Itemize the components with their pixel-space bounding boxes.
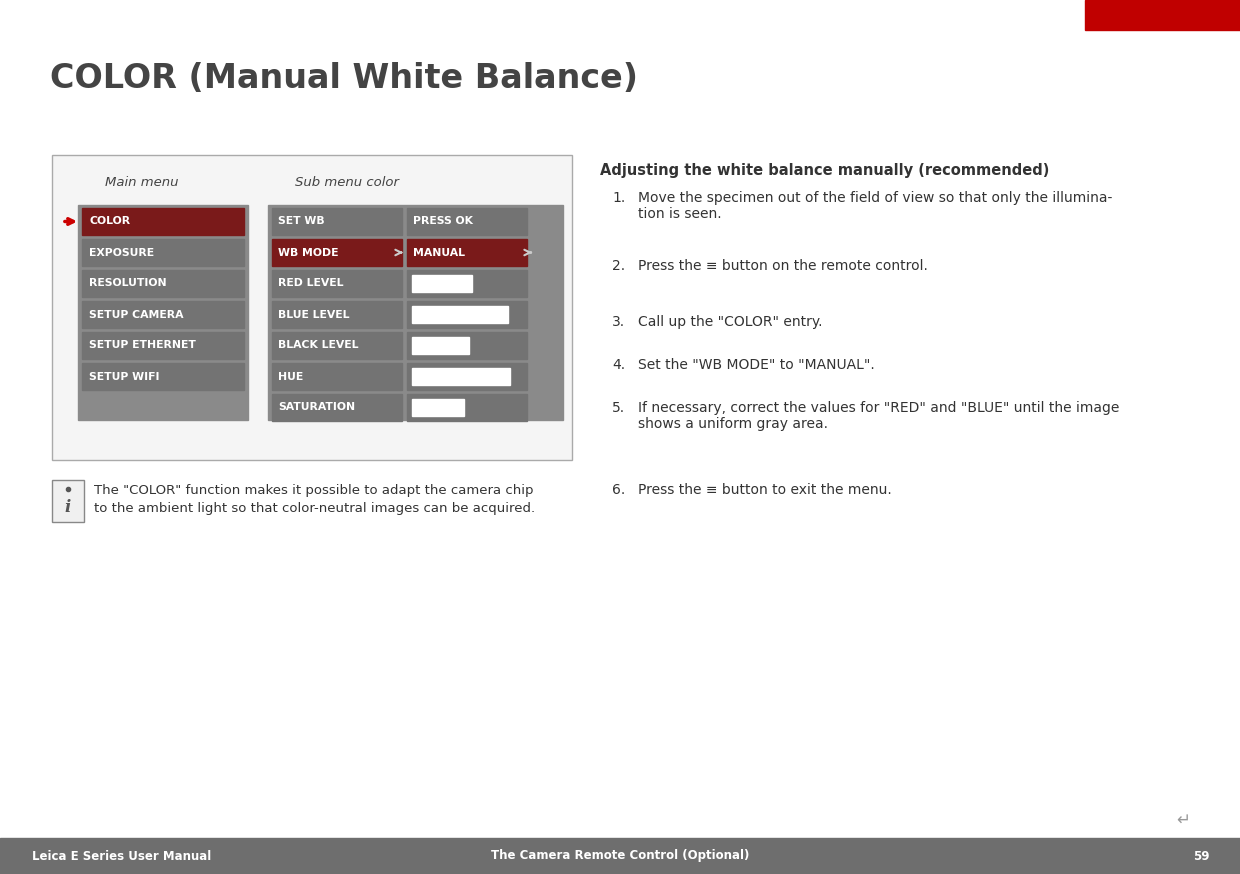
Text: i: i	[64, 500, 71, 517]
Bar	[407, 332, 527, 359]
Bar	[272, 332, 402, 359]
Text: EXPOSURE: EXPOSURE	[89, 247, 154, 258]
Bar	[1085, 0, 1240, 30]
Text: SATURATION: SATURATION	[278, 403, 355, 413]
Text: SETUP CAMERA: SETUP CAMERA	[89, 309, 184, 320]
Text: 3.: 3.	[613, 315, 625, 329]
Text: HUE: HUE	[278, 371, 304, 381]
Text: 1.: 1.	[613, 191, 625, 205]
Bar	[52, 480, 84, 522]
Bar	[412, 306, 508, 323]
Bar	[272, 394, 402, 421]
Bar	[407, 363, 527, 390]
Text: RED LEVEL: RED LEVEL	[278, 279, 343, 288]
Text: WB MODE: WB MODE	[278, 247, 339, 258]
Text: 59: 59	[1193, 850, 1210, 863]
Bar	[407, 394, 527, 421]
Bar	[272, 270, 402, 297]
Text: The Camera Remote Control (Optional): The Camera Remote Control (Optional)	[491, 850, 749, 863]
Bar	[407, 239, 527, 266]
Text: ↵: ↵	[1176, 811, 1190, 829]
Bar	[407, 270, 527, 297]
Bar	[412, 399, 464, 416]
Bar	[412, 337, 469, 354]
Text: BLUE LEVEL: BLUE LEVEL	[278, 309, 350, 320]
Bar	[0, 838, 1240, 874]
Bar	[412, 368, 510, 385]
Text: SET WB: SET WB	[278, 217, 325, 226]
Bar	[52, 155, 572, 460]
Bar	[82, 270, 244, 297]
Text: BLACK LEVEL: BLACK LEVEL	[278, 341, 358, 350]
Text: 2.: 2.	[613, 259, 625, 273]
Bar	[82, 332, 244, 359]
Text: Move the specimen out of the field of view so that only the illumina-
tion is se: Move the specimen out of the field of vi…	[639, 191, 1112, 221]
Bar	[82, 301, 244, 328]
Bar	[272, 239, 402, 266]
Bar	[407, 301, 527, 328]
Text: Main menu: Main menu	[105, 176, 179, 189]
Text: Adjusting the white balance manually (recommended): Adjusting the white balance manually (re…	[600, 163, 1049, 178]
Text: RESOLUTION: RESOLUTION	[89, 279, 166, 288]
Text: Press the ≡ button on the remote control.: Press the ≡ button on the remote control…	[639, 259, 928, 273]
Bar	[78, 205, 248, 420]
Text: 6.: 6.	[613, 483, 625, 497]
Text: 5.: 5.	[613, 401, 625, 415]
Text: Leica E Series User Manual: Leica E Series User Manual	[32, 850, 211, 863]
Text: SETUP ETHERNET: SETUP ETHERNET	[89, 341, 196, 350]
Text: to the ambient light so that color-neutral images can be acquired.: to the ambient light so that color-neutr…	[94, 502, 536, 515]
Text: MANUAL: MANUAL	[413, 247, 465, 258]
Text: Sub menu color: Sub menu color	[295, 176, 399, 189]
Text: The "COLOR" function makes it possible to adapt the camera chip: The "COLOR" function makes it possible t…	[94, 484, 533, 497]
Bar	[272, 208, 402, 235]
Text: Press the ≡ button to exit the menu.: Press the ≡ button to exit the menu.	[639, 483, 892, 497]
Text: If necessary, correct the values for "RED" and "BLUE" until the image
shows a un: If necessary, correct the values for "RE…	[639, 401, 1120, 431]
Text: SETUP WIFI: SETUP WIFI	[89, 371, 160, 381]
Bar	[272, 363, 402, 390]
Text: Call up the "COLOR" entry.: Call up the "COLOR" entry.	[639, 315, 822, 329]
Text: Set the "WB MODE" to "MANUAL".: Set the "WB MODE" to "MANUAL".	[639, 358, 874, 372]
Text: COLOR: COLOR	[89, 217, 130, 226]
Bar	[407, 208, 527, 235]
Bar	[82, 363, 244, 390]
Bar	[272, 301, 402, 328]
Text: PRESS OK: PRESS OK	[413, 217, 472, 226]
Text: COLOR (Manual White Balance): COLOR (Manual White Balance)	[50, 61, 639, 94]
Bar	[82, 208, 244, 235]
Bar	[412, 275, 472, 292]
Bar	[268, 205, 563, 420]
Bar	[82, 239, 244, 266]
Text: 4.: 4.	[613, 358, 625, 372]
